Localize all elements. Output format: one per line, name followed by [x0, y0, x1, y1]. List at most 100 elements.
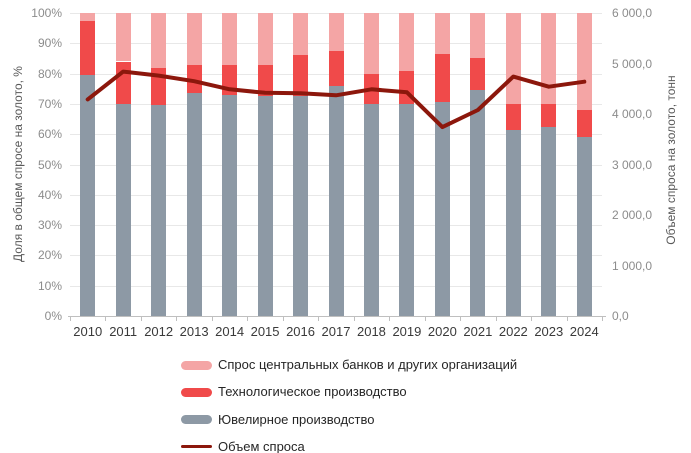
bar-segment-central-banks-demand [541, 13, 557, 104]
x-axis-labels: 2010 2011 2012 2013 2014 2015 2016 2017 2018 2019… [70, 324, 602, 340]
left-axis-tick-label: 90% [37, 36, 62, 51]
x-axis-line [68, 316, 606, 317]
x-axis-label: 2017 [321, 324, 351, 339]
legend-swatch-jewelry-production [181, 415, 212, 425]
left-axis-tick-label: 100% [31, 6, 62, 20]
x-axis-tick-mark [318, 317, 320, 321]
legend-item-jewelry-production: Ювелирное производство [181, 411, 374, 429]
demand-volume-line [85, 69, 587, 130]
x-axis-tick-mark [140, 317, 142, 321]
legend-label-central-banks-demand: Спрос центральных банков и других органи… [218, 357, 518, 372]
legend-label-jewelry-production: Ювелирное производство [218, 411, 375, 427]
x-axis-label: 2015 [250, 324, 280, 339]
bar-segment-jewelry-production [434, 102, 450, 316]
x-axis-tick-mark [282, 317, 284, 321]
right-axis-tick-label: 4 000,0 [612, 107, 653, 121]
left-axis-tick-label: 30% [37, 218, 62, 233]
left-axis-tick-label: 10% [37, 278, 62, 293]
left-axis-tick-label: 0% [44, 309, 62, 323]
legend-label-demand-volume: Объем спроса [218, 438, 305, 453]
plot-area [70, 13, 602, 316]
left-axis-tick-label: 50% [37, 157, 62, 172]
x-axis-label: 2020 [427, 324, 457, 339]
left-axis-tick-label: 80% [37, 66, 62, 81]
left-axis-tick-label: 40% [37, 187, 62, 202]
right-axis-tick-label: 5 000,0 [612, 56, 653, 71]
bar-segment-jewelry-production [151, 105, 167, 316]
bar-segment-central-banks-demand [470, 13, 486, 59]
left-axis-tick-label: 70% [37, 96, 62, 111]
bar-segment-technology-production [293, 55, 309, 97]
x-axis-label: 2023 [534, 324, 564, 339]
x-axis-tick-mark [495, 317, 497, 321]
right-axis-tick-label: 3 000,0 [612, 157, 653, 172]
x-axis-tick-mark [70, 317, 71, 321]
bar-segment-jewelry-production [470, 90, 486, 316]
bar-segment-jewelry-production [399, 103, 415, 316]
x-axis-tick-mark [424, 317, 426, 321]
bar-segment-jewelry-production [328, 85, 344, 316]
bar-segment-jewelry-production [363, 103, 379, 316]
x-axis-label: 2019 [392, 324, 422, 339]
bar-segment-central-banks-demand [293, 13, 309, 56]
x-axis-label: 2018 [356, 324, 386, 339]
bar-segment-technology-production [505, 103, 521, 130]
bar-segment-technology-production [186, 64, 202, 94]
bar-segment-central-banks-demand [399, 13, 415, 71]
bar-segment-central-banks-demand [576, 13, 592, 110]
x-axis-label: 2024 [569, 324, 599, 339]
x-axis-label: 2011 [109, 324, 138, 339]
right-axis-ticks: 0,0 1 000,0 2 000,0 3 000,0 4 000,0 5 000,0 6 … [612, 6, 682, 323]
left-axis-tick-label: 20% [37, 248, 62, 263]
bar-segment-technology-production [576, 109, 592, 138]
bar-segment-technology-production [541, 103, 557, 127]
legend-item-central-banks-demand: Спрос центральных банков и других органи… [181, 356, 517, 374]
x-axis-tick-mark [247, 317, 249, 321]
legend-swatch-technology-production [181, 387, 212, 397]
bar-segment-central-banks-demand [363, 13, 379, 74]
bar-segment-jewelry-production [541, 126, 557, 316]
x-axis-tick-mark [460, 317, 462, 321]
right-axis-tick-label: 2 000,0 [612, 208, 653, 222]
x-axis-label: 2012 [144, 324, 174, 339]
x-axis-tick-mark [531, 317, 533, 321]
bar-segment-jewelry-production [186, 93, 202, 316]
bar-segment-central-banks-demand [186, 13, 202, 65]
x-axis-tick-mark [389, 317, 391, 321]
bar-segment-jewelry-production [293, 96, 309, 316]
bar-segment-central-banks-demand [80, 13, 96, 21]
bar-segment-technology-production [257, 64, 273, 97]
x-axis-label: 2014 [215, 324, 245, 339]
legend-line-swatch-demand-volume [181, 445, 212, 449]
x-axis-tick-mark [566, 317, 568, 321]
bar-segment-central-banks-demand [434, 13, 450, 54]
right-axis-tick-label: 6 000,0 [612, 6, 653, 20]
bar-segment-jewelry-production [222, 94, 238, 316]
right-axis-tick-label: 1 000,0 [612, 258, 653, 273]
x-axis-label: 2021 [463, 324, 493, 339]
left-axis-tick-label: 60% [37, 127, 62, 142]
x-axis-label: 2022 [498, 324, 528, 339]
bar-segment-jewelry-production [576, 137, 592, 316]
x-axis-label: 2013 [179, 324, 209, 339]
x-axis-tick-mark [105, 317, 107, 321]
bar-segment-jewelry-production [505, 129, 521, 316]
bar-segment-jewelry-production [257, 96, 273, 316]
left-axis-ticks: 0% 10% 20% 30% 40% 50% 60% 70% 80% 90% 100% [0, 6, 62, 323]
x-axis-tick-mark [211, 317, 213, 321]
bar-segment-jewelry-production [80, 75, 96, 316]
bar-segment-jewelry-production [115, 103, 131, 316]
x-axis-tick-mark [353, 317, 355, 321]
bar-segment-central-banks-demand [257, 13, 273, 65]
x-axis-tick-mark [176, 317, 178, 321]
x-axis-label: 2010 [73, 324, 103, 339]
right-axis-title: Объем спроса на золото, тонн [664, 75, 678, 245]
bar-segment-technology-production [470, 58, 486, 91]
bar-segment-central-banks-demand [151, 13, 167, 68]
right-axis-tick-label: 0,0 [612, 309, 629, 323]
bar-segment-technology-production [328, 50, 344, 86]
x-axis-tick-mark [602, 317, 603, 321]
legend-label-technology-production: Технологическое производство [218, 384, 407, 400]
bar-segment-central-banks-demand [328, 13, 344, 51]
legend-swatch-central-banks-demand [181, 360, 212, 370]
